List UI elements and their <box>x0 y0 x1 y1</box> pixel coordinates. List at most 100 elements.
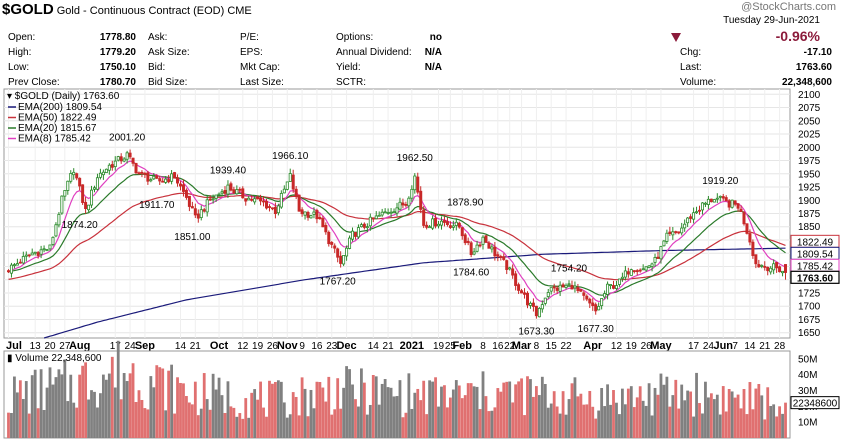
candle-body <box>591 302 595 307</box>
volume-bar <box>446 407 449 438</box>
volume-bar <box>407 373 411 438</box>
candle-body <box>508 267 512 270</box>
volume-bar <box>416 388 420 438</box>
x-tick-label: 24 <box>125 341 137 352</box>
price-annotation: 1874.20 <box>62 220 99 231</box>
volume-bar <box>66 401 70 438</box>
volume-bar <box>529 379 532 438</box>
price-annotation: 1939.40 <box>210 165 247 176</box>
volume-bar <box>582 404 586 438</box>
volume-bar <box>339 408 343 438</box>
volume-bar <box>641 400 645 438</box>
candle-body <box>45 249 49 252</box>
volume-bar <box>496 388 500 438</box>
volume-bar <box>537 395 541 438</box>
quote-row: Options: no <box>336 30 442 45</box>
volume-bar <box>677 408 681 438</box>
volume-bar <box>567 399 571 438</box>
quote-row: Last Size: <box>240 75 320 90</box>
candle-body <box>662 240 666 247</box>
x-tick-label: 22 <box>504 341 516 352</box>
candle-body <box>170 173 174 182</box>
volume-bar <box>371 375 375 438</box>
volume-bar <box>680 384 684 438</box>
candle-body <box>63 190 67 197</box>
volume-bar <box>81 365 85 438</box>
candle-body <box>128 152 132 158</box>
volume-bar <box>597 410 601 438</box>
volume-bar <box>457 385 461 438</box>
candle-body <box>721 196 725 199</box>
volume-bar <box>84 362 87 438</box>
candle-body <box>531 302 535 307</box>
volume-bar <box>784 402 787 438</box>
volume-bar <box>526 376 529 438</box>
candle-body <box>220 191 224 194</box>
volume-bar <box>736 394 740 438</box>
candle-body <box>511 268 515 276</box>
candle-body <box>75 173 79 179</box>
candle-body <box>582 292 586 296</box>
quote-value: 1780.70 <box>99 77 136 88</box>
candle-body <box>614 285 618 289</box>
price-annotation: 1962.50 <box>397 153 434 164</box>
volume-bar <box>119 399 123 438</box>
volume-bar <box>520 378 523 438</box>
candle-body <box>143 172 147 175</box>
volume-bar <box>730 391 734 438</box>
quote-row: High: 1779.20 <box>8 45 136 60</box>
candle-body <box>318 217 322 220</box>
candle-body <box>181 184 185 192</box>
quote-row: P/E: <box>240 30 320 45</box>
candle-body <box>81 184 85 203</box>
candle-body <box>784 264 788 273</box>
chart-title: $GOLD Gold - Continuous Contract (EOD) C… <box>2 1 252 18</box>
candle-body <box>300 209 304 215</box>
volume-bar <box>354 399 357 438</box>
candle-body <box>772 263 776 271</box>
candle-body <box>18 261 22 264</box>
volume-bar <box>220 395 224 438</box>
volume-bar <box>357 406 360 438</box>
quote-label: Mkt Cap: <box>240 62 281 73</box>
candle-body <box>395 207 399 214</box>
volume-bar <box>727 388 731 438</box>
volume-bar <box>668 406 672 438</box>
legend-entry: EMA(50) 1822.49 <box>18 113 97 124</box>
candle-body <box>398 201 402 210</box>
volume-bar <box>380 383 384 438</box>
candle-body <box>760 265 764 267</box>
candle-body <box>164 178 168 183</box>
volume-bar <box>674 379 678 438</box>
quote-label: P/E: <box>240 32 259 43</box>
candle-body <box>481 236 485 245</box>
volume-bar <box>493 407 497 438</box>
candle-body <box>715 197 719 200</box>
volume-bar <box>564 414 568 438</box>
x-tick-label: 27 <box>59 341 71 352</box>
volume-bar <box>330 414 334 438</box>
volume-bar <box>466 383 470 438</box>
volume-bar <box>309 389 313 438</box>
volume-bar <box>612 390 615 438</box>
volume-bar <box>766 387 770 438</box>
volume-bar <box>45 387 49 438</box>
x-tick-label: 21 <box>759 341 771 352</box>
volume-bar <box>698 403 701 438</box>
volume-bar <box>606 384 609 438</box>
candle-body <box>48 244 52 250</box>
candle-body <box>362 223 366 228</box>
candle-body <box>211 198 215 201</box>
volume-bar <box>374 376 378 438</box>
volume-bar <box>208 409 212 438</box>
candle-body <box>54 224 58 237</box>
candle-body <box>668 231 672 234</box>
x-tick-label: 16 <box>311 341 323 352</box>
volume-bar <box>454 380 458 438</box>
volume-bar <box>226 381 230 438</box>
candle-body <box>125 152 129 160</box>
volume-bar <box>348 369 351 438</box>
candle-body <box>579 289 583 292</box>
candle-body <box>620 276 624 279</box>
candle-body <box>428 226 432 229</box>
